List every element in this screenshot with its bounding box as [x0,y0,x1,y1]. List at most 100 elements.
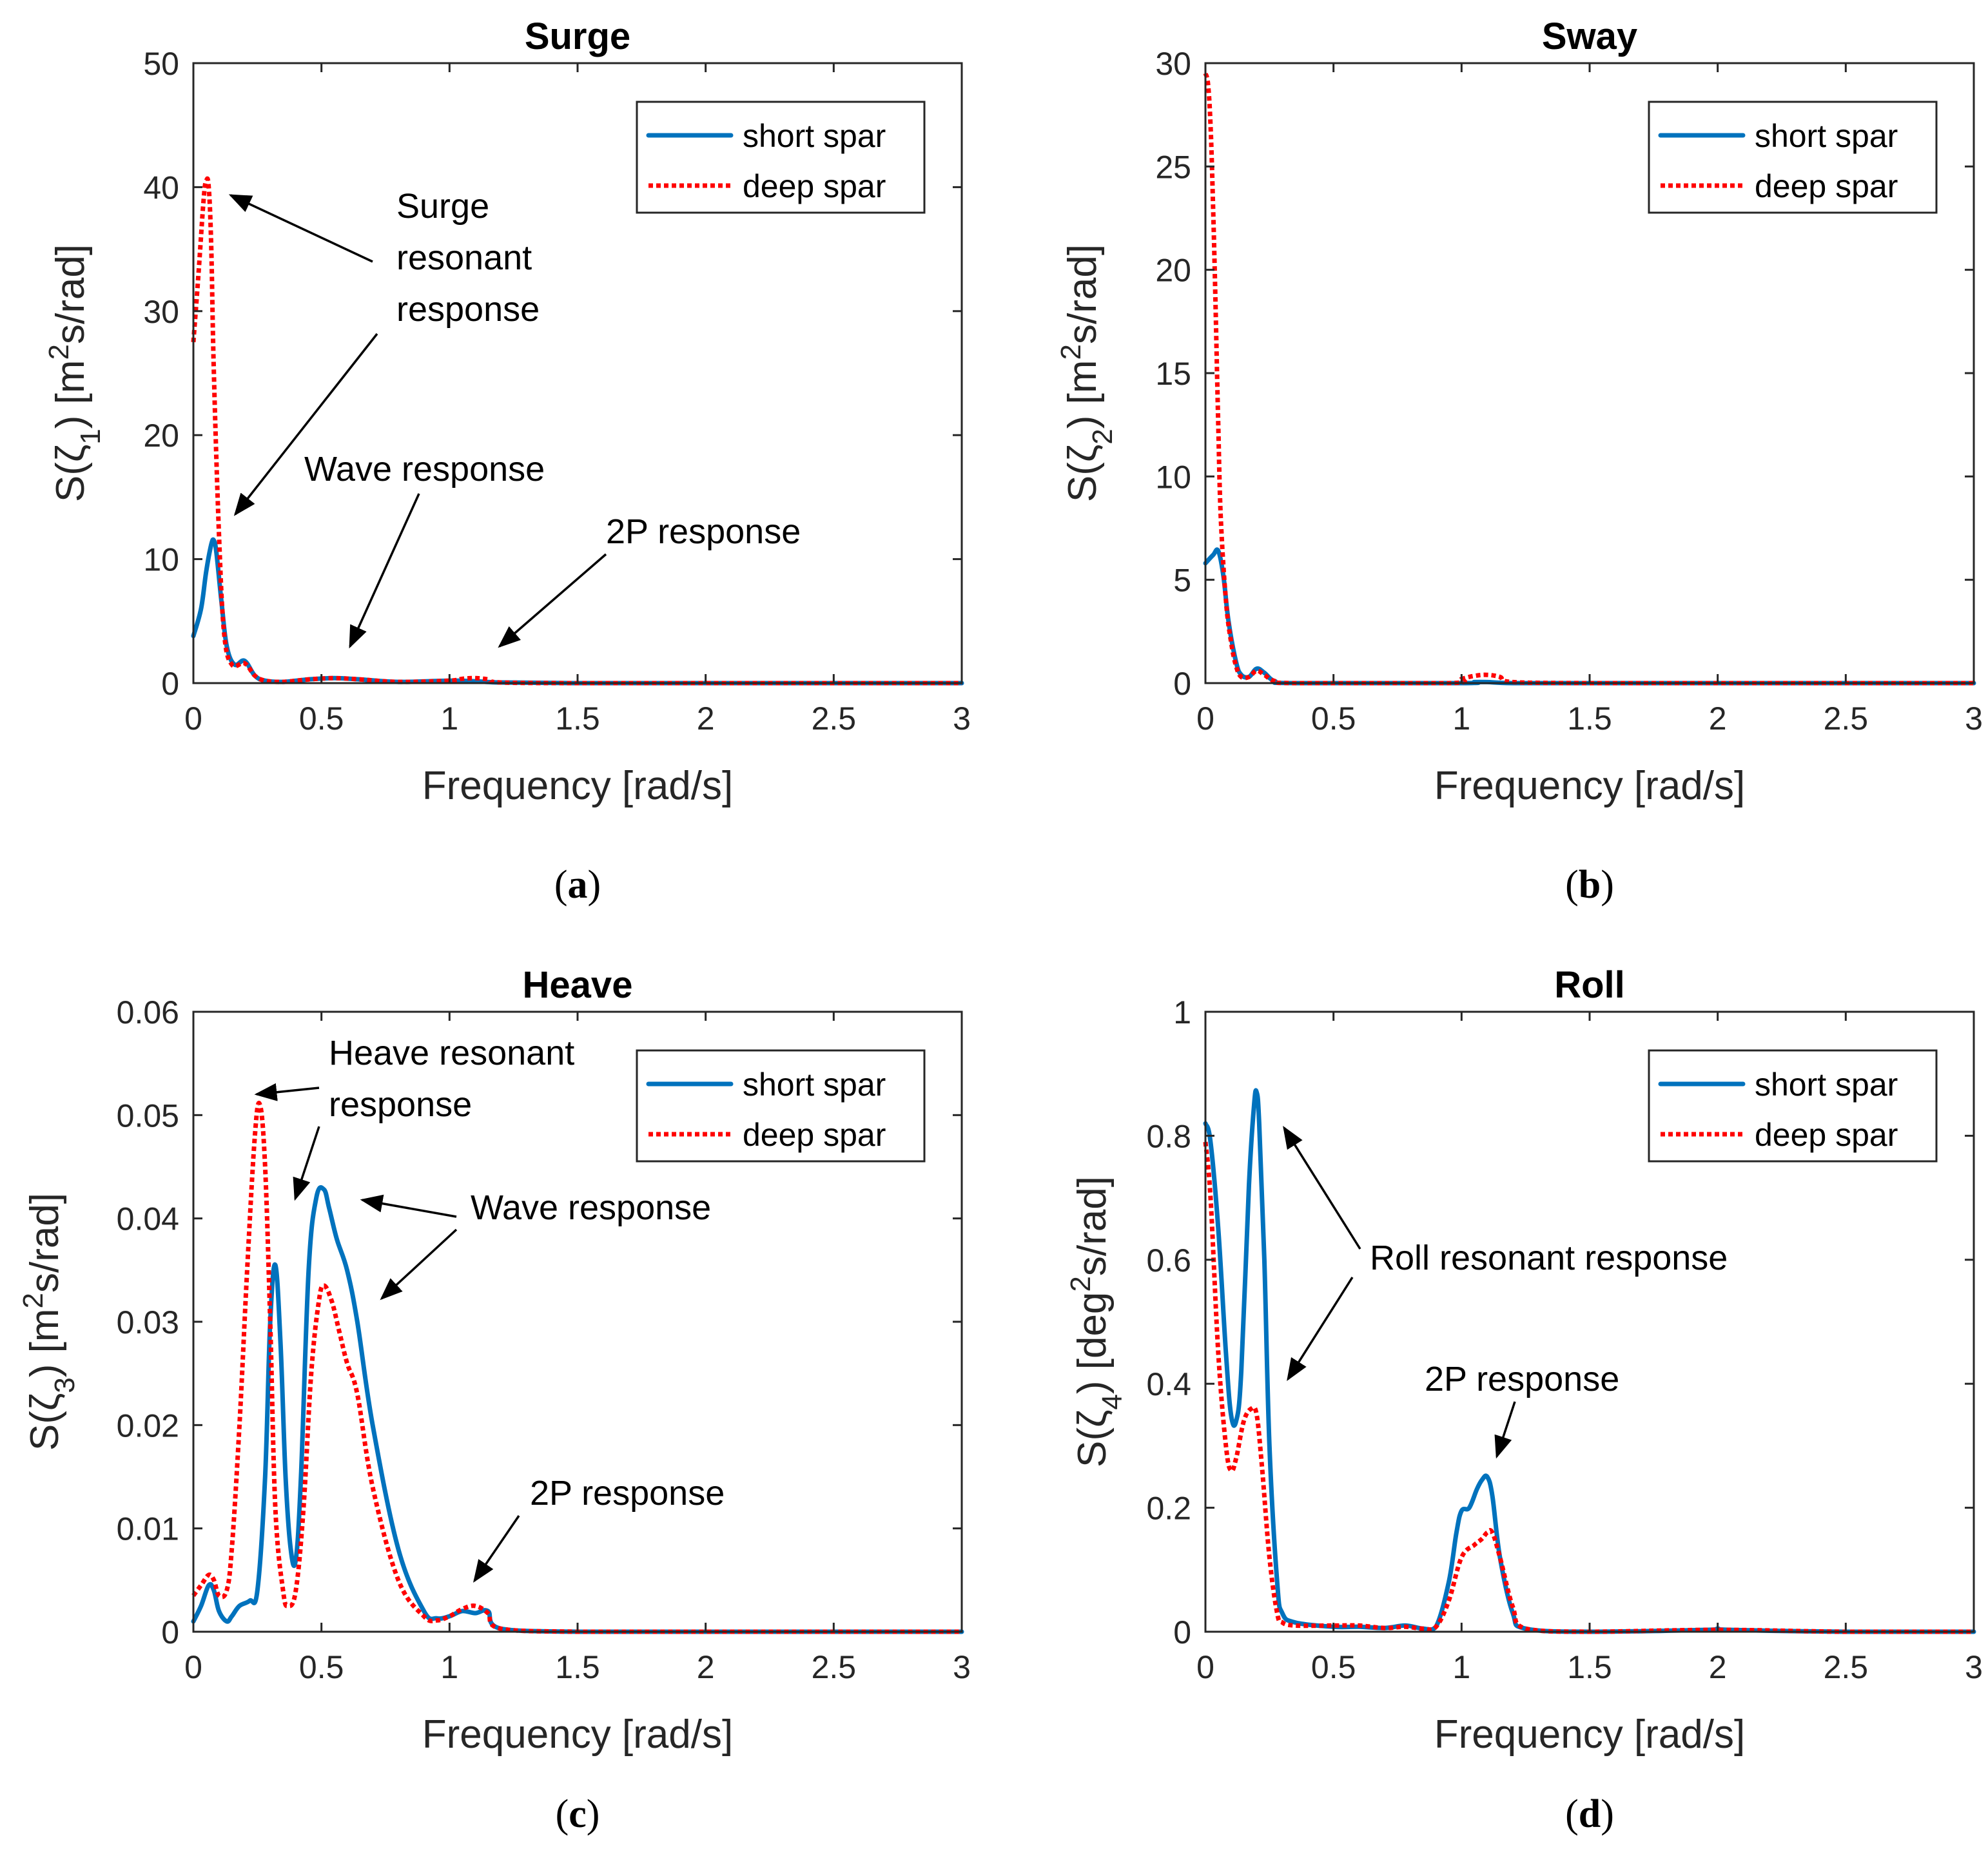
chart-title: Heave [523,964,633,1006]
x-tick-label: 1.5 [555,701,600,737]
x-tick-label: 2 [1709,1649,1727,1685]
annotation-wave-response: Wave response [304,450,545,488]
x-tick-label: 0 [1196,1649,1214,1685]
x-axis-label: Frequency [rad/s] [1434,1712,1745,1757]
legend-label-short: short spar [743,1067,886,1103]
x-tick-label: 3 [1965,1649,1983,1685]
y-tick-label: 0.06 [117,994,179,1030]
annotation-arrow [1283,1126,1361,1250]
y-tick-label: 10 [143,542,179,578]
x-tick-label: 2 [697,701,715,737]
x-tick-label: 0.5 [1311,1649,1356,1685]
series-line-short-spar [191,1185,964,1634]
panel-roll: 0 0.5 1 1.5 2 2.5 3 0 0.2 0.4 0.6 0.8 1 Roll Freque… [1065,964,1983,1836]
annotation-arrow [498,553,607,648]
x-tick-label: 1.5 [1567,701,1612,737]
x-tick-label: 3 [953,701,971,737]
legend-box [636,101,926,214]
legend-label-short: short spar [1755,118,1898,154]
chart-title: Surge [525,15,630,57]
y-tick-label: 30 [1155,46,1191,82]
x-tick-label: 0.5 [299,1649,344,1685]
y-tick-label: 0.05 [117,1097,179,1134]
x-tick-label: 1 [440,701,458,737]
y-tick-label: 25 [1155,149,1191,185]
x-tick-label: 3 [1965,701,1983,737]
x-axis-label: Frequency [rad/s] [422,1712,733,1757]
legend-label-deep: deep spar [743,1117,886,1153]
legend-label-short: short spar [743,118,886,154]
annotation-wave-response: Wave response [471,1188,711,1227]
x-tick-label: 1.5 [1567,1649,1612,1685]
panel-caption: (a) [554,863,601,907]
x-tick-label: 0 [184,701,202,737]
x-tick-label: 2.5 [812,701,857,737]
legend: short spar deep spar [636,101,926,214]
x-tick-label: 0 [1196,701,1214,737]
annotation-2p-response: 2P response [1425,1360,1619,1398]
panel-caption: (c) [556,1792,600,1836]
series-line-deep-spar [1203,1141,1974,1634]
x-axis-label: Frequency [rad/s] [422,764,733,808]
x-tick-label: 1 [440,1649,458,1685]
y-axis-label: S(ζ1) [m2s/rad] [43,244,106,502]
y-axis-label: S(ζ2) [m2s/rad] [1055,244,1118,502]
legend-box [636,1049,926,1163]
annotation-arrow [360,1194,457,1218]
panel-caption: (d) [1565,1792,1614,1836]
legend: short spar deep spar [1648,101,1938,214]
x-tick-label: 3 [953,1649,971,1685]
y-tick-label: 0.8 [1146,1118,1191,1154]
y-tick-label: 5 [1173,563,1191,599]
annotation-arrow [349,493,420,649]
annotation-arrow [228,194,373,263]
y-tick-label: 1 [1173,994,1191,1030]
x-tick-label: 2.5 [1824,1649,1869,1685]
annotation-arrow [380,1228,458,1300]
y-tick-label: 0 [1173,666,1191,702]
y-tick-label: 0 [161,1614,179,1650]
y-tick-label: 40 [143,169,179,206]
annotation-arrow [233,333,378,516]
annotation-arrow [293,1126,320,1201]
x-tick-label: 1 [1452,701,1470,737]
y-tick-label: 10 [1155,459,1191,495]
legend-label-short: short spar [1755,1067,1898,1103]
y-tick-label: 0.2 [1146,1491,1191,1527]
chart-title: Sway [1542,15,1637,57]
legend-box [1648,1049,1938,1163]
y-tick-label: 0.02 [117,1407,179,1444]
x-tick-label: 0.5 [1311,701,1356,737]
y-tick-label: 50 [143,46,179,82]
annotation-arrow [473,1515,520,1583]
series-line-deep-spar [191,1101,962,1634]
y-tick-label: 0.4 [1146,1366,1191,1402]
y-tick-label: 0.01 [117,1511,179,1547]
x-tick-label: 2 [697,1649,715,1685]
y-axis-label: S(ζ4) [deg2s/rad] [1065,1176,1128,1467]
annotation-arrow [1287,1277,1354,1381]
y-tick-label: 15 [1155,356,1191,392]
x-tick-label: 1 [1452,1649,1470,1685]
x-tick-label: 1.5 [555,1649,600,1685]
y-tick-label: 0.04 [117,1201,179,1237]
annotation-arrow [1494,1401,1516,1459]
x-tick-label: 0.5 [299,701,344,737]
chart-title: Roll [1554,964,1625,1006]
x-tick-label: 2.5 [812,1649,857,1685]
y-tick-label: 0.6 [1146,1242,1191,1279]
legend-label-deep: deep spar [1755,1117,1898,1153]
legend-label-deep: deep spar [743,168,886,204]
y-tick-label: 0.03 [117,1304,179,1340]
annotation-roll-resonant: Roll resonant response [1370,1239,1728,1277]
annotation-2p-response: 2P response [606,512,801,551]
x-tick-label: 0 [184,1649,202,1685]
y-tick-label: 0 [161,666,179,702]
panel-surge: 0 0.5 1 1.5 2 2.5 3 0 10 20 30 40 50 Surge Frequenc… [43,15,971,907]
y-tick-label: 30 [143,294,179,330]
legend: short spar deep spar [636,1049,926,1163]
panel-sway: 0 0.5 1 1.5 2 2.5 3 0 5 10 15 20 25 30 Sway Frequenc… [1055,15,1983,907]
y-tick-label: 20 [143,418,179,454]
y-axis-label: S(ζ3) [m2s/rad] [17,1193,81,1451]
